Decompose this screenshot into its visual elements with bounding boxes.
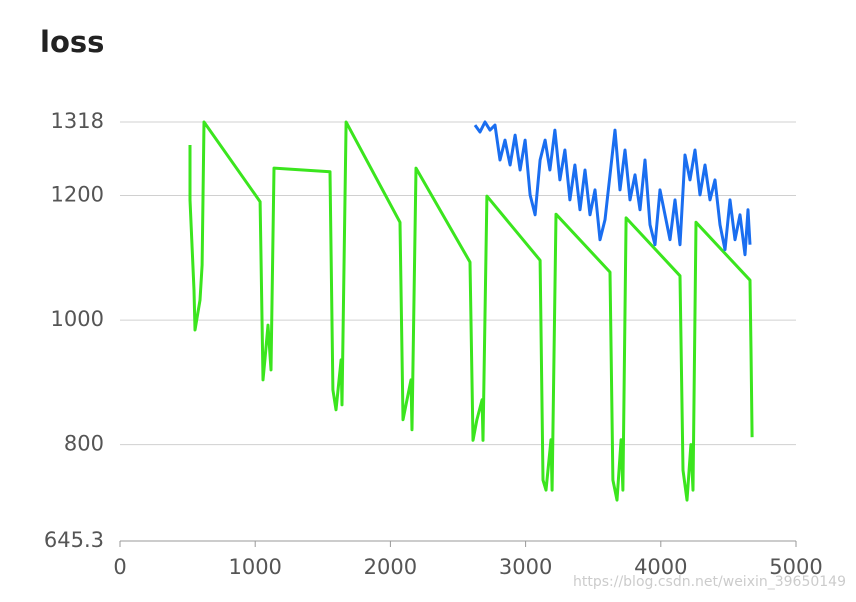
- watermark: https://blog.csdn.net/weixin_39650149: [573, 574, 846, 590]
- y-tick-label: 1318: [51, 109, 104, 133]
- line-series: [188, 120, 754, 502]
- x-tick-label: 4000: [634, 555, 687, 579]
- x-tick-label: 3000: [499, 555, 552, 579]
- line-series: [473, 120, 752, 257]
- x-tick-label: 5000: [769, 555, 822, 579]
- x-tick-label: 2000: [364, 555, 417, 579]
- y-tick-label: 800: [64, 432, 104, 456]
- x-tick-label: 1000: [228, 555, 281, 579]
- y-tick-label: 1200: [51, 182, 104, 206]
- x-tick-label: 0: [113, 555, 126, 579]
- chart-title: loss: [40, 25, 104, 59]
- y-tick-label: 1000: [51, 307, 104, 331]
- y-tick-label: 645.3: [44, 528, 104, 552]
